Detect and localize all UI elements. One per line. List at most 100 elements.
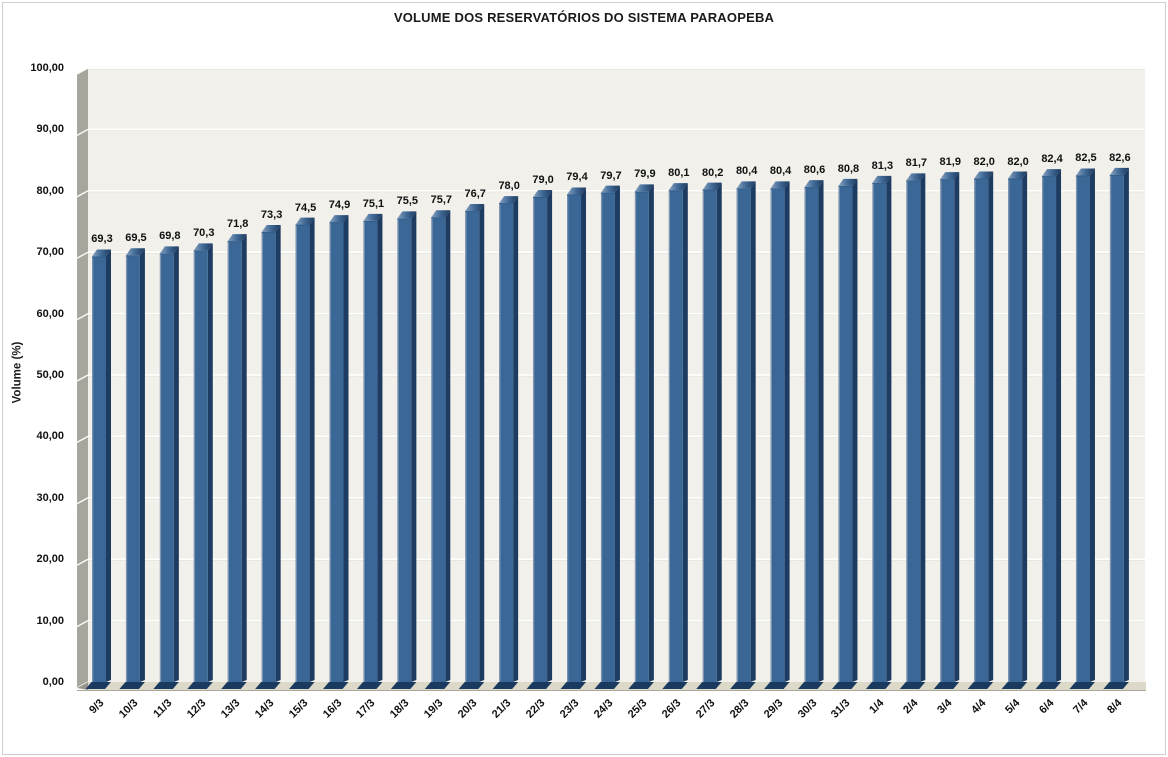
bar-side-face: [1022, 171, 1028, 682]
bar-value-label: 82,4: [1041, 153, 1063, 166]
bar-top-face: [1008, 171, 1028, 179]
bar-front-face: [770, 188, 785, 682]
y-tick-label: 20,00: [36, 553, 64, 566]
bar-front-face: [363, 220, 378, 683]
bar-foot: [323, 682, 349, 689]
bar-top-face: [1109, 167, 1129, 175]
bar-front-face: [906, 180, 921, 682]
bar-top-face: [940, 172, 960, 180]
bar-foot: [1069, 682, 1095, 689]
bar-foot: [933, 682, 960, 689]
bar-foot: [764, 682, 790, 689]
bar-foot: [356, 682, 383, 689]
bar-top-face: [159, 246, 179, 254]
bar-value-label: 80,4: [769, 165, 792, 178]
bar: [798, 180, 824, 689]
y-tick-label: 70,00: [36, 246, 64, 259]
bar-value-label: 69,3: [91, 233, 113, 246]
bar-top-face: [261, 224, 281, 232]
bar: [255, 224, 281, 689]
bar-foot: [526, 682, 553, 689]
bar-foot: [424, 682, 451, 689]
bar-top-face: [431, 210, 451, 218]
bar-side-face: [716, 182, 722, 682]
bar-top-face: [295, 217, 315, 225]
bar-front-face: [92, 256, 106, 682]
wall-tick: [76, 497, 89, 505]
bar-front-face: [295, 224, 310, 682]
wall-tick: [76, 435, 89, 444]
bar-front-face: [193, 250, 208, 682]
wall-tick: [76, 67, 89, 75]
bar-front-face: [1042, 176, 1057, 682]
bar: [1103, 167, 1129, 689]
bar-side-face: [275, 224, 281, 683]
bar-top-face: [906, 173, 926, 181]
wall-tick: [76, 312, 89, 321]
bar-front-face: [397, 218, 412, 682]
bar: [85, 249, 111, 689]
bar: [1001, 171, 1028, 689]
bar: [153, 246, 179, 689]
bar-foot: [865, 682, 892, 689]
bar-side-face: [1089, 168, 1095, 682]
bar-side-face: [513, 196, 519, 682]
y-tick-label: 0,00: [42, 676, 64, 688]
y-tick-label: 80,00: [36, 184, 64, 197]
bar-value-label: 80,4: [735, 165, 758, 178]
bar-top-face: [227, 234, 247, 242]
bar-foot: [1001, 682, 1028, 689]
bar-side-face: [784, 181, 790, 682]
y-tick-label: 90,00: [36, 123, 64, 136]
bar-top-face: [397, 211, 417, 219]
wall-tick: [76, 558, 89, 566]
bar-value-label: 75,5: [396, 195, 419, 208]
bar: [356, 213, 383, 689]
bar-top-face: [1075, 168, 1095, 176]
bar-value-label: 71,8: [227, 218, 249, 231]
bar-foot: [119, 682, 145, 689]
bar-value-label: 81,7: [905, 157, 928, 170]
bar-top-face: [499, 196, 519, 204]
bar-value-label: 81,9: [939, 156, 961, 169]
bar-value-label: 79,0: [532, 173, 554, 186]
bar-foot: [899, 682, 926, 689]
wall-tick: [76, 619, 89, 628]
y-tick-label: 10,00: [36, 614, 64, 627]
bar-foot: [85, 682, 111, 689]
bar-front-face: [533, 196, 548, 682]
bar-side-face: [920, 173, 926, 682]
bar-foot: [289, 682, 315, 689]
wall-tick: [76, 374, 89, 382]
bar-value-label: 80,1: [668, 167, 690, 180]
bar: [119, 248, 145, 689]
bar-front-face: [634, 191, 649, 682]
bar: [662, 183, 688, 689]
bar-value-label: 69,5: [125, 232, 147, 245]
bar-value-label: 82,6: [1109, 151, 1131, 164]
bar-side-face: [1123, 167, 1129, 682]
bar-foot: [255, 682, 281, 689]
bar-top-face: [872, 175, 892, 183]
bar-top-face: [736, 181, 756, 189]
bar: [628, 184, 654, 689]
bar-value-label: 79,7: [600, 169, 622, 182]
bar-side-face: [173, 246, 179, 683]
bar-top-face: [600, 185, 620, 193]
bar-side-face: [886, 175, 892, 682]
bar: [424, 210, 451, 689]
bar-top-face: [974, 171, 994, 179]
bar-top-face: [92, 249, 111, 257]
bar-top-face: [329, 215, 349, 223]
bar-foot: [1103, 682, 1129, 689]
bar-side-face: [377, 213, 383, 683]
bar-value-label: 74,9: [328, 199, 351, 212]
bar-value-label: 80,8: [837, 162, 860, 175]
bar-side-face: [581, 187, 587, 682]
bar-value-label: 80,2: [702, 166, 724, 179]
bar: [492, 196, 519, 689]
bar-foot: [730, 682, 756, 689]
bar-top-face: [465, 204, 485, 212]
